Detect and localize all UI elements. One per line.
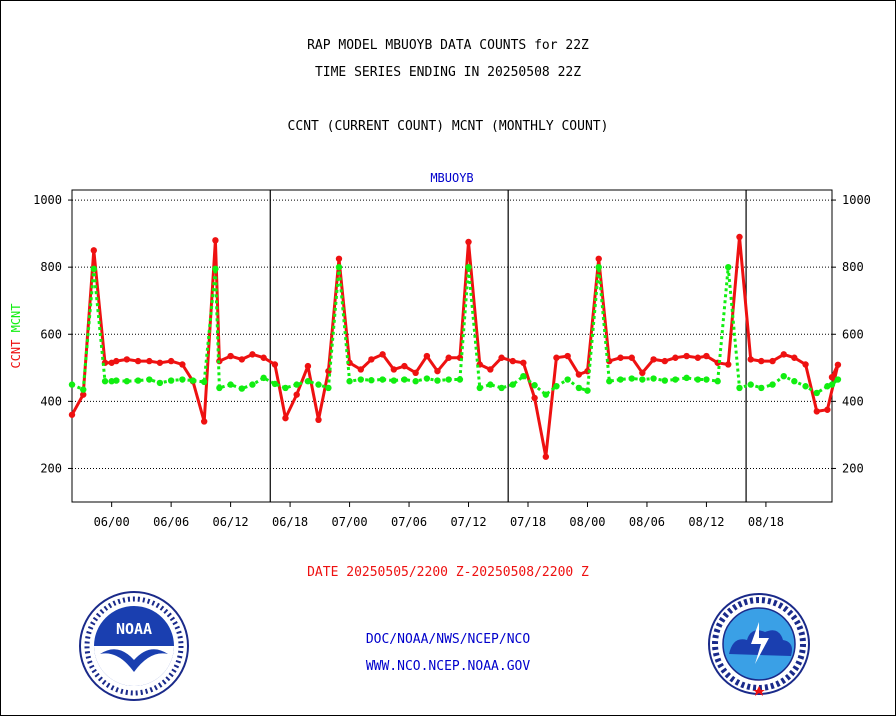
title-line-2: TIME SERIES ENDING IN 20250508 22Z <box>314 65 582 80</box>
website-link[interactable]: WWW.NCO.NCEP.NOAA.GOV <box>365 659 531 674</box>
noaa-logo: NOAA <box>79 591 189 701</box>
org-path-label: DOC/NOAA/NWS/NCEP/NCO <box>365 632 531 647</box>
title-line-3: CCNT (CURRENT COUNT) MCNT (MONTHLY COUNT… <box>287 119 609 134</box>
title-line-1: RAP MODEL MBUOYB DATA COUNTS for 22Z <box>307 38 589 53</box>
noaa-logo-text: NOAA <box>116 620 152 638</box>
nws-logo <box>708 593 810 696</box>
date-range-label: DATE 20250505/2200 Z-20250508/2200 Z <box>307 565 589 580</box>
